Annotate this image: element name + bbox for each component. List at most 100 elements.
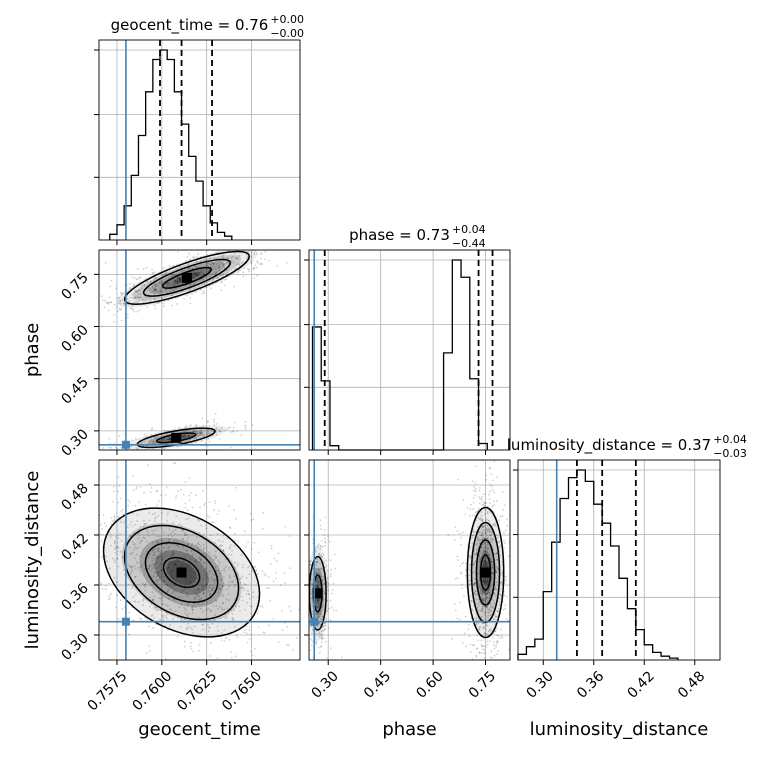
- sample-point: [134, 557, 136, 559]
- sample-point: [207, 261, 210, 264]
- sample-point: [495, 643, 498, 646]
- sample-point: [135, 300, 137, 303]
- sample-point: [503, 547, 506, 550]
- sample-point: [194, 577, 197, 580]
- sample-point: [122, 513, 125, 516]
- sample-point: [76, 308, 78, 310]
- sample-point: [169, 439, 172, 441]
- sample-point: [189, 289, 192, 292]
- sample-point: [227, 271, 229, 274]
- sample-point: [155, 437, 157, 440]
- sample-point: [485, 592, 488, 595]
- sample-point: [196, 545, 199, 548]
- sample-point: [505, 685, 507, 687]
- sample-point: [481, 526, 484, 528]
- sample-point: [480, 498, 483, 500]
- sample-point: [160, 297, 163, 300]
- sample-point: [212, 554, 215, 557]
- sample-point: [218, 572, 221, 575]
- sample-point: [164, 493, 167, 496]
- sample-point: [86, 320, 88, 322]
- sample-point: [309, 563, 312, 566]
- sample-point: [256, 260, 258, 263]
- sample-point: [199, 555, 202, 558]
- sample-point: [206, 601, 209, 604]
- sample-point: [199, 288, 202, 291]
- sample-point: [161, 599, 164, 602]
- sample-point: [92, 566, 94, 568]
- density-peak: [171, 432, 182, 443]
- sample-point: [466, 506, 469, 509]
- sample-point: [244, 583, 247, 586]
- contour-line: [123, 250, 250, 305]
- sample-point: [322, 599, 325, 602]
- sample-point: [270, 547, 273, 550]
- panel-geocent-time-vs-phase: 0.300.450.600.75: [13, 249, 301, 460]
- histogram-steps: [517, 469, 679, 660]
- sample-point: [13, 345, 15, 347]
- sample-point: [207, 623, 209, 626]
- sample-point: [229, 576, 231, 579]
- sample-point: [165, 543, 168, 546]
- sample-point: [156, 555, 158, 558]
- sample-point: [202, 628, 205, 631]
- x-tick-label: 0.7575: [85, 668, 131, 714]
- sample-point: [105, 525, 107, 527]
- panel-frame: [308, 249, 511, 451]
- sample-point: [485, 596, 488, 599]
- sample-point: [491, 564, 494, 567]
- sample-point: [160, 494, 162, 497]
- sample-point: [184, 531, 186, 534]
- sample-point: [205, 527, 208, 530]
- sample-point: [135, 547, 138, 550]
- sample-point: [489, 557, 492, 560]
- sample-point: [323, 604, 326, 607]
- sample-point: [195, 287, 198, 290]
- sample-point: [101, 325, 103, 328]
- sample-point: [318, 622, 320, 625]
- sample-point: [474, 582, 476, 584]
- sample-point: [95, 315, 97, 317]
- sample-point: [252, 591, 255, 594]
- sample-point: [157, 573, 160, 576]
- sample-point: [478, 518, 481, 520]
- sample-point: [153, 557, 156, 560]
- sample-point: [109, 567, 111, 570]
- sample-point: [483, 610, 486, 613]
- sample-point: [181, 541, 184, 543]
- sample-point: [475, 541, 478, 544]
- sample-point: [493, 553, 496, 556]
- sample-point: [491, 657, 494, 659]
- sample-point: [179, 565, 182, 568]
- sample-point: [332, 589, 334, 591]
- sample-point: [158, 589, 161, 592]
- sample-point: [486, 543, 489, 546]
- sample-point: [146, 529, 148, 532]
- sample-point: [196, 269, 199, 272]
- sample-point: [217, 276, 219, 279]
- sample-point: [192, 604, 195, 607]
- sample-point: [481, 645, 483, 648]
- sample-point: [157, 550, 160, 553]
- sample-point: [116, 541, 119, 544]
- sample-point: [161, 282, 164, 284]
- sample-point: [117, 516, 120, 518]
- sample-point: [139, 296, 142, 299]
- sample-point: [489, 534, 492, 537]
- sample-point: [307, 637, 309, 639]
- sample-point: [251, 654, 254, 657]
- sample-point: [194, 589, 197, 592]
- sample-point: [260, 257, 263, 260]
- sample-point: [481, 579, 484, 582]
- sample-point: [491, 566, 494, 569]
- sample-point: [176, 558, 179, 561]
- sample-point: [490, 628, 492, 630]
- x-axis-label: phase: [382, 719, 436, 740]
- sample-point: [101, 299, 104, 302]
- sample-point: [191, 293, 193, 296]
- sample-point: [218, 509, 220, 512]
- sample-point: [131, 474, 134, 477]
- sample-point: [215, 578, 217, 581]
- sample-point: [305, 578, 307, 580]
